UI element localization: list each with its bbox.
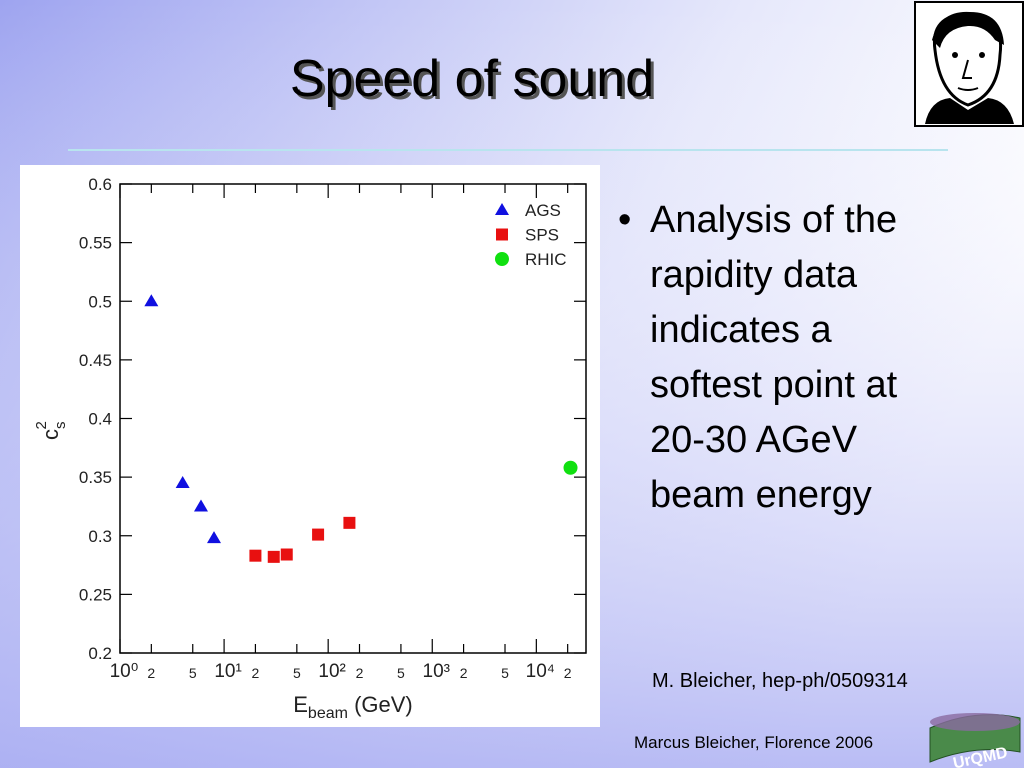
title-shadow: Speed of sound <box>293 53 657 111</box>
y-tick-label: 0.6 <box>88 175 112 194</box>
bullet-marker: • <box>618 199 631 241</box>
x-tick-label: 5 <box>189 665 197 681</box>
x-tick-label: 10² <box>318 661 345 682</box>
bullet-line: Analysis of the <box>650 199 897 241</box>
x-tick-label: 2 <box>147 665 155 681</box>
legend-label: AGS <box>525 201 561 220</box>
x-axis-label: Ebeam (GeV) <box>293 692 413 722</box>
x-tick-label: 10⁰ <box>110 661 139 682</box>
y-tick-label: 0.25 <box>79 585 112 604</box>
y-axis-label-part: s <box>52 422 69 430</box>
y-tick-label: 0.45 <box>79 351 112 370</box>
data-point <box>144 294 159 307</box>
x-axis-label-part: E <box>293 692 308 717</box>
y-axis-label-part: 2 <box>33 421 50 429</box>
y-tick-label: 0.35 <box>79 468 112 487</box>
x-tick-label: 2 <box>252 665 260 681</box>
data-point <box>563 460 578 475</box>
data-point <box>249 549 262 562</box>
x-tick-label: 5 <box>397 665 405 681</box>
y-axis-label-part: c <box>38 429 63 440</box>
legend-marker <box>495 252 509 266</box>
data-point <box>267 550 280 563</box>
x-tick-label: 2 <box>460 665 468 681</box>
data-point <box>343 516 356 529</box>
x-axis-label-part: beam <box>308 705 348 722</box>
portrait-logo <box>914 1 1024 127</box>
data-point <box>280 548 293 561</box>
title: Speed of sound <box>290 50 654 108</box>
citation: M. Bleicher, hep-ph/0509314 <box>652 670 908 692</box>
x-tick-label: 2 <box>356 665 364 681</box>
x-tick-label: 5 <box>293 665 301 681</box>
legend-marker <box>496 228 508 241</box>
y-tick-label: 0.5 <box>88 292 112 311</box>
x-tick-label: 2 <box>564 665 572 681</box>
bullet-line: indicates a <box>650 309 833 351</box>
bullet-line: softest point at <box>650 364 898 406</box>
y-tick-label: 0.4 <box>88 410 112 429</box>
bullet-line: rapidity data <box>650 254 858 296</box>
data-point <box>206 531 221 544</box>
data-point <box>312 528 325 541</box>
bullet-text: Analysis of the rapidity data indicates a s… <box>650 199 898 516</box>
footer: Marcus Bleicher, Florence 2006 <box>634 733 873 752</box>
legend-label: SPS <box>525 226 559 245</box>
data-point <box>175 475 190 488</box>
y-tick-label: 0.2 <box>88 644 112 663</box>
legend-marker <box>495 203 509 215</box>
bullet-line: beam energy <box>650 474 872 516</box>
x-tick-label: 10¹ <box>214 661 241 682</box>
y-tick-label: 0.3 <box>88 527 112 546</box>
y-tick-label: 0.55 <box>79 234 112 253</box>
y-axis-label: cs2 <box>33 421 69 440</box>
x-axis-label-part: (GeV) <box>348 692 413 717</box>
x-tick-label: 10⁴ <box>526 661 555 682</box>
bullet-line: 20-30 AGeV <box>650 419 858 461</box>
legend-label: RHIC <box>525 250 567 269</box>
x-tick-label: 5 <box>501 665 509 681</box>
chart: 0.2 0.25 0.3 0.35 0.4 0.45 0.5 0.55 0.6 10⁰ 2 5 10¹ 2… <box>33 175 587 722</box>
x-tick-label: 10³ <box>423 661 450 682</box>
data-point <box>193 499 208 512</box>
